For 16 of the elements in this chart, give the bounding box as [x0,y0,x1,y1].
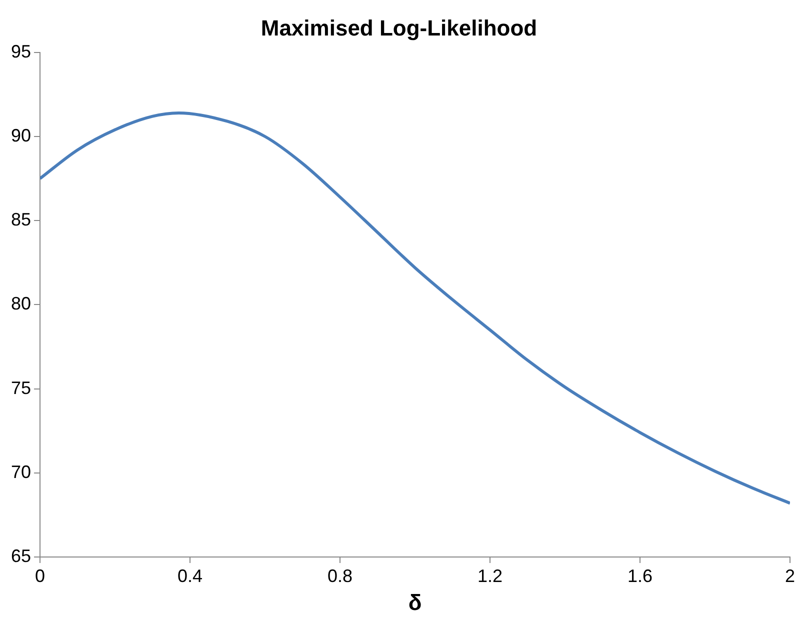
y-tick-label: 90 [10,125,32,146]
y-tick-label: 65 [10,546,32,566]
x-tick-label: 0.8 [327,566,353,586]
y-tick-label: 85 [10,210,32,230]
y-tick-label: 95 [10,41,32,62]
x-axis-title: δ [408,590,422,615]
chart-title: Maximised Log-Likelihood [260,15,538,40]
x-tick-label: 0 [35,566,46,586]
y-tick-label: 70 [10,462,32,482]
x-tick-label: 2 [784,566,796,586]
x-tick-label: 0.4 [178,566,203,586]
x-tick-label: 1.6 [627,566,653,586]
y-tick-label: 80 [10,294,32,314]
line-series [40,111,790,505]
y-tick-label: 75 [10,378,32,398]
x-tick-label: 1.2 [477,566,503,586]
